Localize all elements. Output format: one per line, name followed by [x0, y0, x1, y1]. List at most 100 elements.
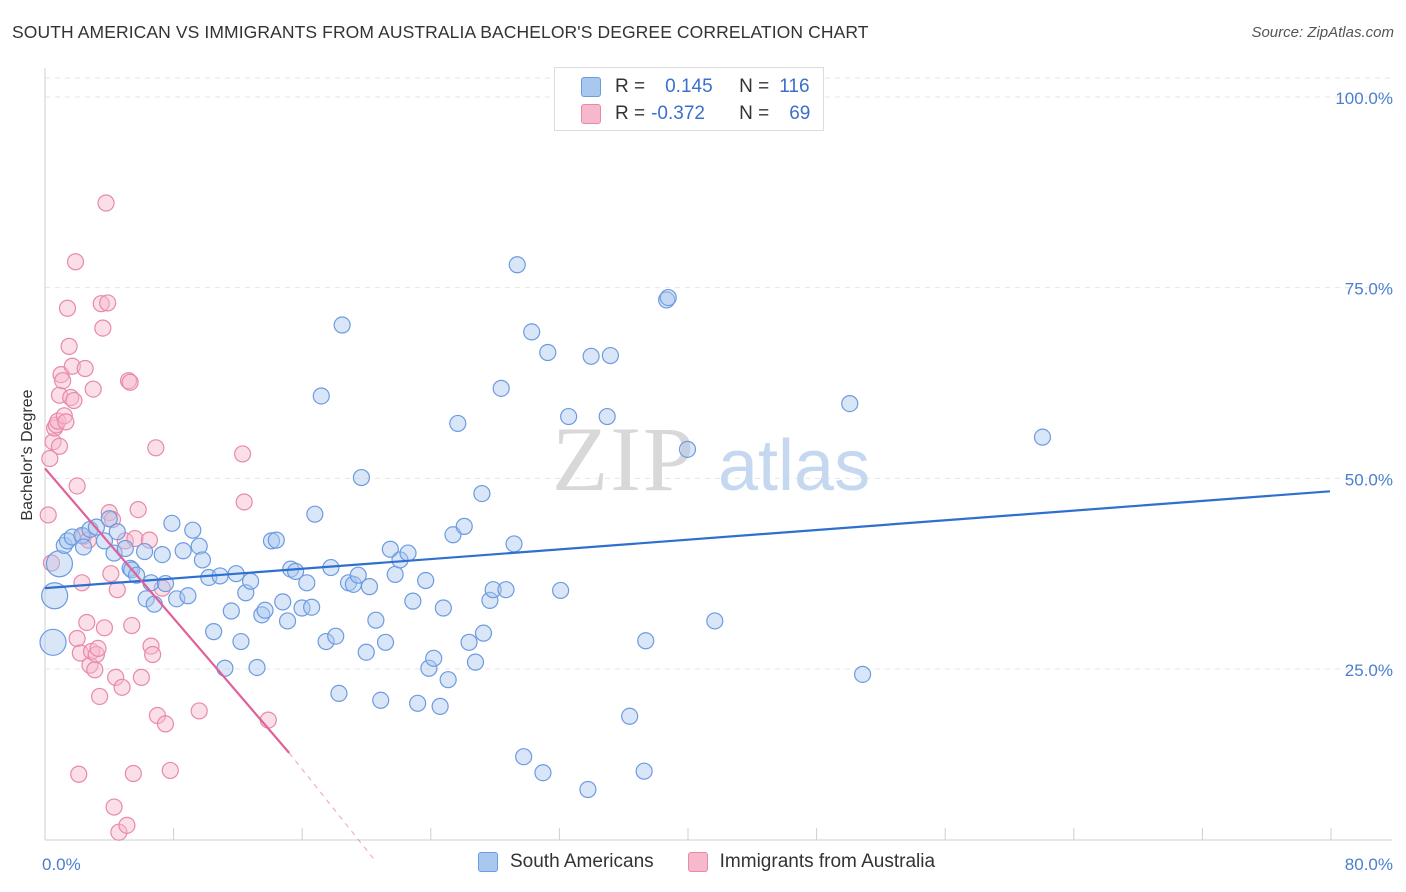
australia-point	[156, 715, 175, 733]
australia-point	[58, 299, 77, 317]
south-american-point	[39, 628, 67, 656]
south-american-point	[100, 510, 118, 528]
south-american-point	[327, 627, 345, 645]
south-american-point	[232, 632, 250, 651]
south-american-point	[376, 633, 395, 651]
x-tick-label: 80.0%	[1345, 855, 1393, 874]
australia-point	[259, 711, 277, 729]
australia-point	[54, 372, 72, 390]
australia-point	[63, 357, 81, 375]
australia-point	[95, 619, 114, 637]
south-american-point	[205, 623, 223, 641]
south-american-point	[515, 748, 533, 766]
australia-point	[94, 319, 112, 337]
south-american-point	[184, 521, 202, 539]
legend-n-value: 116	[779, 76, 810, 97]
south-american-point	[74, 538, 93, 556]
south-american-point	[637, 632, 655, 650]
south-american-point	[349, 566, 367, 584]
south-american-point	[523, 323, 541, 341]
south-american-point	[193, 551, 212, 569]
south-american-point	[582, 347, 600, 365]
south-american-point	[317, 632, 335, 651]
south-american-point	[312, 387, 330, 405]
south-american-point	[163, 514, 181, 532]
chart-title: SOUTH AMERICAN VS IMMIGRANTS FROM AUSTRA…	[12, 22, 869, 42]
south-american-point	[706, 612, 724, 630]
south-american-point	[352, 468, 371, 487]
australia-point	[118, 816, 136, 834]
australia-point	[89, 639, 107, 658]
south-american-point	[431, 697, 449, 715]
australia-point	[132, 668, 150, 686]
south-american-point	[216, 659, 234, 677]
y-tick-label: 50.0%	[1345, 470, 1393, 489]
australia-point	[65, 391, 83, 410]
australia-point	[70, 765, 88, 783]
south-american-point	[253, 606, 271, 624]
legend-r-value: 0.145	[665, 76, 713, 97]
south-american-point	[330, 684, 348, 703]
south-american-point	[306, 505, 324, 523]
south-american-point	[409, 694, 427, 712]
bottom-legend-swatch-blue	[478, 852, 498, 872]
legend-r-label: R =	[615, 103, 646, 124]
south-american-point	[145, 595, 163, 613]
australia-point	[129, 501, 147, 519]
south-american-point	[179, 587, 197, 605]
legend-n-value: 69	[789, 103, 811, 124]
australia-point	[113, 678, 131, 696]
y-tick-label: 75.0%	[1345, 280, 1393, 299]
south-american-point	[853, 665, 872, 683]
legend-n-label: N =	[739, 103, 770, 124]
south-american-point	[492, 379, 510, 397]
australia-point	[60, 337, 78, 355]
australia-point	[92, 295, 110, 313]
australia-point	[235, 493, 253, 511]
south-american-point	[449, 414, 467, 433]
south-american-point	[1033, 428, 1052, 446]
y-tick-label: 100.0%	[1335, 89, 1393, 108]
south-american-point	[274, 593, 292, 611]
south-american-point	[286, 562, 305, 580]
australia-point	[66, 253, 85, 271]
source-label: Source: ZipAtlas.com	[1251, 24, 1394, 41]
south-american-point	[190, 537, 208, 555]
australia-point	[76, 359, 94, 378]
south-american-point	[460, 633, 478, 651]
trend-line-australia	[44, 467, 290, 754]
south-american-point	[135, 542, 154, 561]
australia-point	[62, 388, 80, 407]
south-american-point	[601, 346, 620, 365]
australia-point	[41, 449, 59, 468]
australia-point	[233, 445, 252, 463]
australia-points	[39, 194, 277, 841]
watermark: ZIP atlas	[552, 408, 870, 510]
watermark-zip: ZIP	[552, 408, 696, 510]
australia-point	[161, 761, 179, 780]
australia-point	[107, 668, 125, 686]
south-american-point	[293, 599, 311, 617]
south-american-point	[481, 591, 499, 609]
south-american-point	[598, 407, 616, 426]
australia-point	[147, 439, 165, 457]
bottom-legend-label: Immigrants from Australia	[719, 851, 936, 872]
australia-point	[50, 437, 69, 455]
australia-point	[68, 477, 86, 495]
bottom-legend-swatch-pink	[687, 852, 708, 872]
south-american-point	[298, 574, 316, 592]
south-american-point	[484, 581, 502, 599]
south-american-point	[303, 598, 321, 616]
bottom-legend-label: South Americans	[510, 851, 654, 872]
south-american-point	[434, 599, 452, 617]
south-american-point	[108, 523, 126, 541]
bottom-legend-item-australia: Immigrants from Australia	[687, 851, 936, 873]
legend-row-south-americans: R = 0.145 N = 116	[581, 75, 810, 99]
south-american-point	[248, 658, 266, 677]
south-american-point	[466, 653, 485, 671]
australia-point	[78, 613, 96, 632]
australia-point	[87, 645, 106, 664]
south-american-point	[678, 440, 697, 458]
south-american-point	[174, 542, 192, 560]
